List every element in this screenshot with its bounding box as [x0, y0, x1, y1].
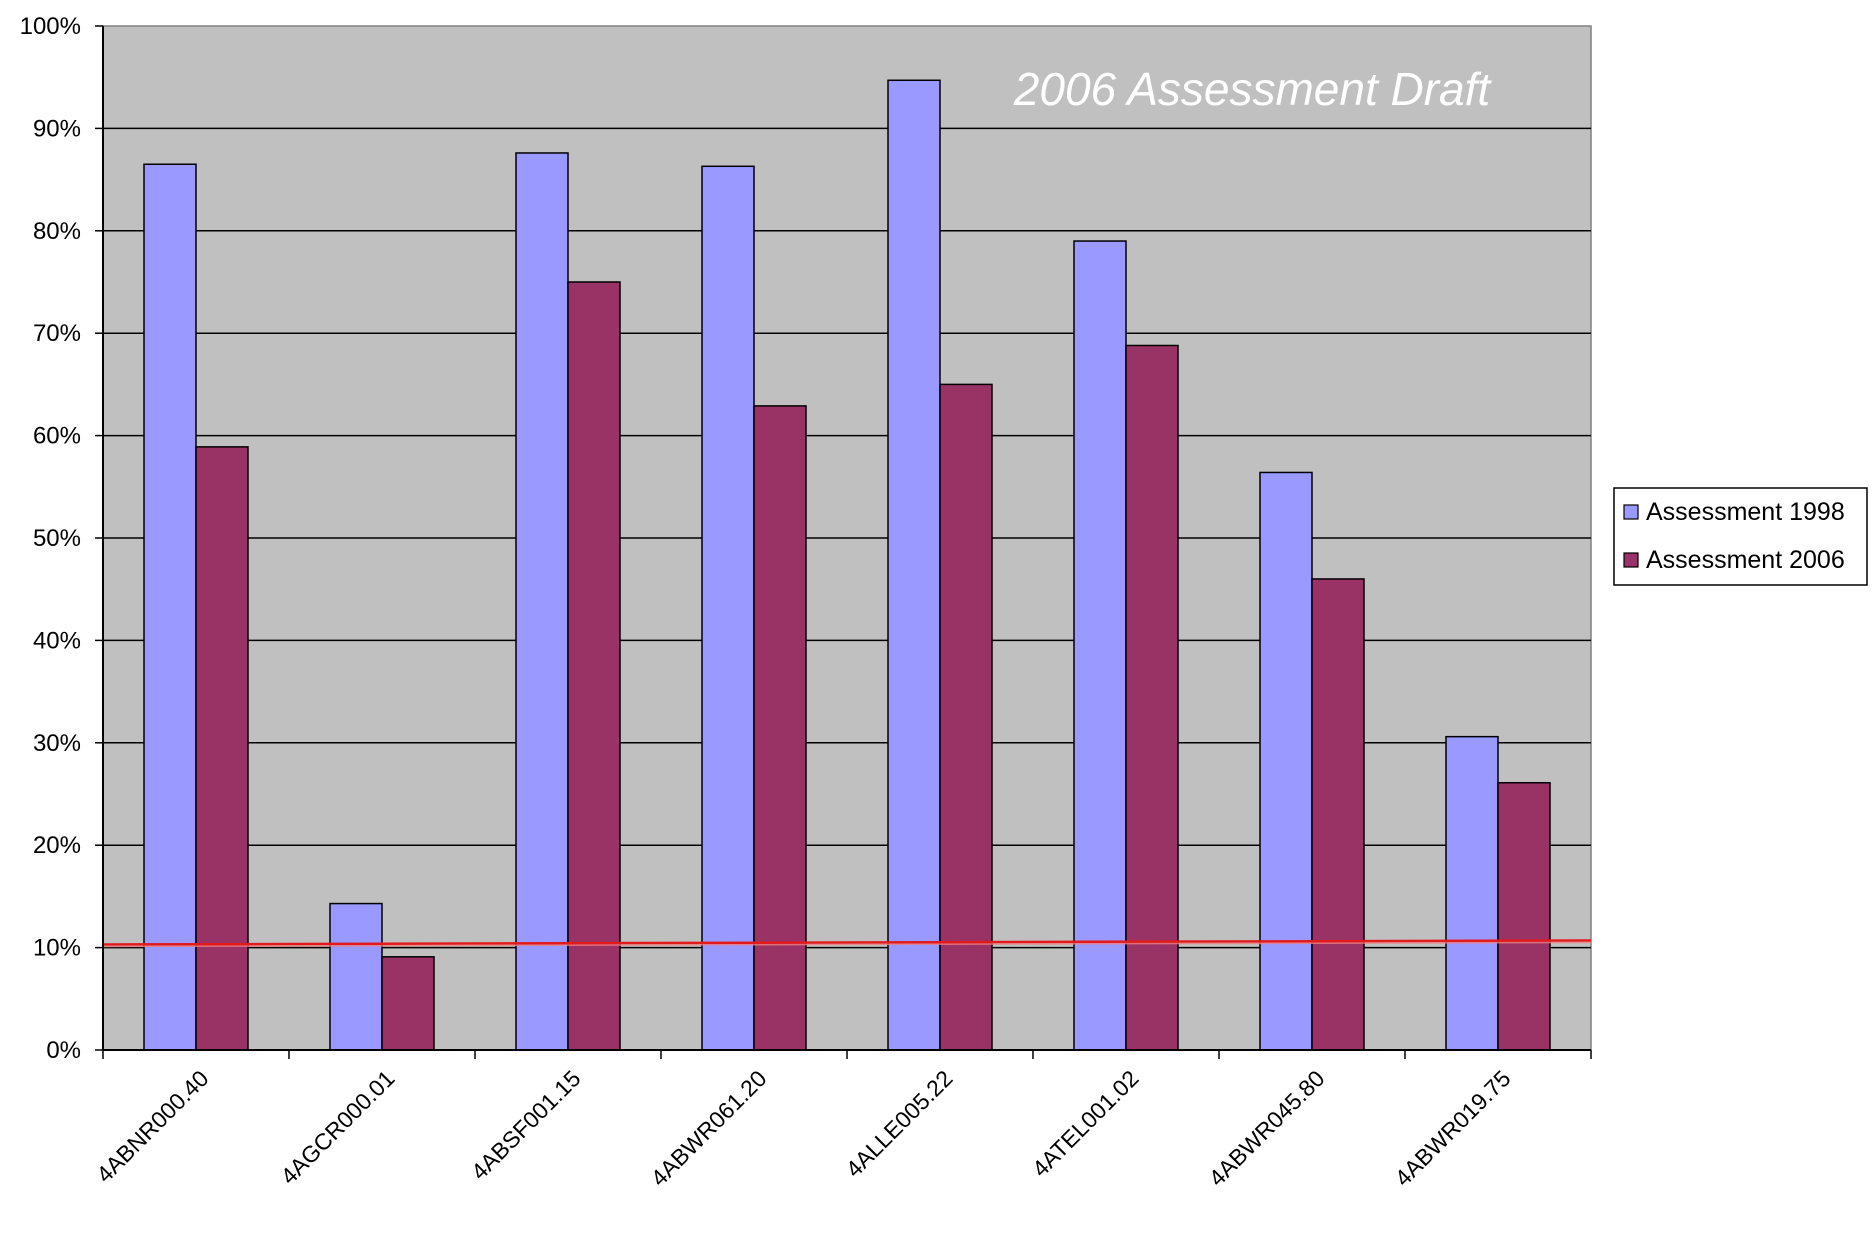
bar-series2-0 — [195, 446, 249, 1051]
x-category-label: 4ALLE005.22 — [841, 1065, 958, 1182]
y-tick-label: 30% — [33, 730, 81, 757]
legend-swatch — [1623, 552, 1639, 568]
reference-line — [102, 939, 1592, 946]
bar-series1-0 — [143, 163, 197, 1051]
bar-series1-3 — [701, 165, 755, 1051]
bar-series1-7 — [1445, 735, 1499, 1051]
bar-series1-1 — [329, 902, 383, 1051]
y-tick-label: 10% — [33, 935, 81, 962]
x-category-label: 4AGCR000.01 — [275, 1065, 399, 1189]
bar-series2-4 — [939, 383, 993, 1051]
x-category-label: 4ABNR000.40 — [91, 1065, 213, 1187]
x-category-label: 4ABWR061.20 — [646, 1065, 772, 1191]
legend-box — [1613, 487, 1868, 586]
y-tick-labels: 0% 10% 20% 30% 40% 50% 60% 70% 80% 90% 100% — [20, 13, 81, 1064]
bar-series2-6 — [1311, 578, 1365, 1051]
x-category-label: 4ABSF001.15 — [466, 1065, 586, 1185]
x-category-label: 4ATEL001.02 — [1027, 1065, 1144, 1182]
y-tick-label: 50% — [33, 525, 81, 552]
bar-series1-4 — [887, 79, 941, 1051]
y-tick-label: 60% — [33, 423, 81, 450]
bar-series2-1 — [381, 956, 435, 1051]
bar-series2-7 — [1497, 781, 1551, 1051]
y-tick-label: 80% — [33, 218, 81, 245]
legend-swatch — [1623, 504, 1639, 520]
x-category-label: 4ABWR045.80 — [1204, 1065, 1330, 1191]
chart-annotation: 2006 Assessment Draft — [1013, 63, 1493, 115]
bar-series2-5 — [1125, 344, 1179, 1051]
y-tick-label: 0% — [46, 1037, 81, 1064]
bar-series2-3 — [753, 405, 807, 1051]
reference-line-shadow — [102, 941, 1592, 948]
bar-series2-2 — [567, 281, 621, 1051]
reference-line-group — [102, 939, 1592, 948]
legend: Assessment 1998 Assessment 2006 — [1613, 487, 1868, 586]
bar-series1-5 — [1073, 240, 1127, 1051]
y-tick-label: 100% — [20, 13, 81, 40]
axes — [95, 25, 1592, 1059]
bars — [143, 79, 1551, 1051]
x-tick-labels: 4ABNR000.40 4AGCR000.01 4ABSF001.15 4ABWR06… — [91, 1065, 1515, 1191]
legend-label: Assessment 1998 — [1646, 498, 1845, 526]
bar-series1-2 — [515, 152, 569, 1051]
y-tick-label: 70% — [33, 320, 81, 347]
legend-label: Assessment 2006 — [1646, 546, 1845, 574]
y-tick-label: 20% — [33, 832, 81, 859]
y-tick-label: 40% — [33, 627, 81, 654]
bar-series1-6 — [1259, 471, 1313, 1051]
x-category-label: 4ABWR019.75 — [1390, 1065, 1516, 1191]
y-tick-label: 90% — [33, 115, 81, 142]
